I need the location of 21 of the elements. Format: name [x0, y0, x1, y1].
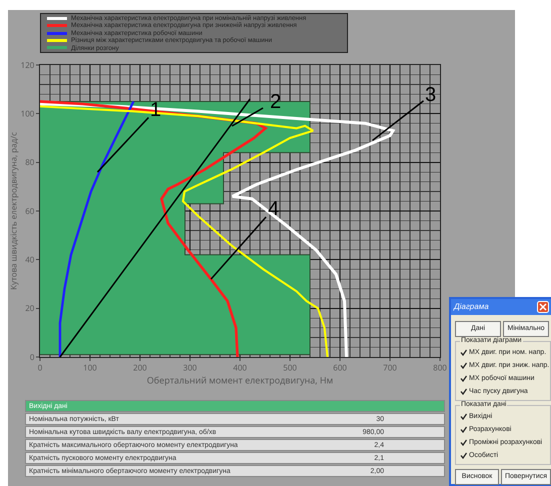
y-tick-label: 20: [25, 303, 35, 314]
x-tick-label: 700: [383, 362, 398, 374]
y-tick-label: 100: [20, 108, 35, 120]
x-tick-label: 600: [333, 362, 348, 374]
x-tick-label: 200: [133, 362, 148, 374]
annotation: 1: [150, 99, 162, 121]
x-tick-label: 800: [433, 362, 448, 374]
y-tick-label: 60: [25, 206, 35, 217]
x-tick-label: 300: [183, 362, 198, 374]
x-tick-label: 500: [283, 362, 298, 374]
x-tick-label: 100: [83, 362, 98, 374]
text: Діаграма: [451, 299, 551, 315]
y-tick-label: 80: [25, 157, 35, 168]
x-axis-title: Обертальний момент електродвигуна, Нм: [146, 374, 334, 387]
x-tick-label: 0: [38, 362, 43, 374]
y-axis-title: Кутова швидкість електродвигуна, рад/с: [8, 132, 20, 290]
y-tick-label: 0: [30, 352, 35, 363]
y-tick-label: 120: [20, 60, 35, 71]
x-tick-label: 400: [233, 362, 248, 374]
y-tick-label: 40: [25, 254, 35, 266]
line-series: [58, 100, 135, 357]
